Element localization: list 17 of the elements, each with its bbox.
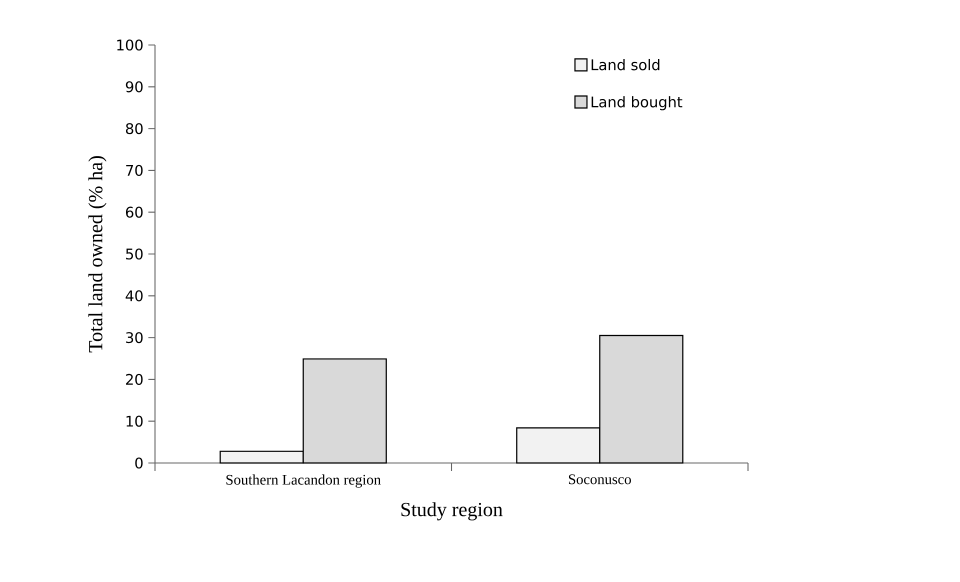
legend-label: Land sold [592,58,660,70]
y-tick-label: 60 [126,206,143,218]
x-axis-title: Study region [401,502,503,520]
y-tick-label: 20 [126,374,143,385]
y-tick-label: 50 [126,248,143,260]
x-tick-label: Soconusco [568,474,631,484]
y-axis-title: Total land owned (% ha) [88,156,106,352]
y-tick-label: 90 [126,81,143,92]
y-tick-label: 70 [126,164,143,176]
y-tick-label: 0 [135,457,143,469]
y-tick-label: 40 [126,290,143,302]
y-tick-label: 100 [117,39,143,51]
y-tick-label: 30 [126,332,143,344]
legend-label: Land bought [592,96,682,110]
y-tick-label: 80 [126,123,143,134]
x-tick-label: Southern Lacandon region [226,474,381,488]
y-tick-label: 10 [126,416,143,427]
